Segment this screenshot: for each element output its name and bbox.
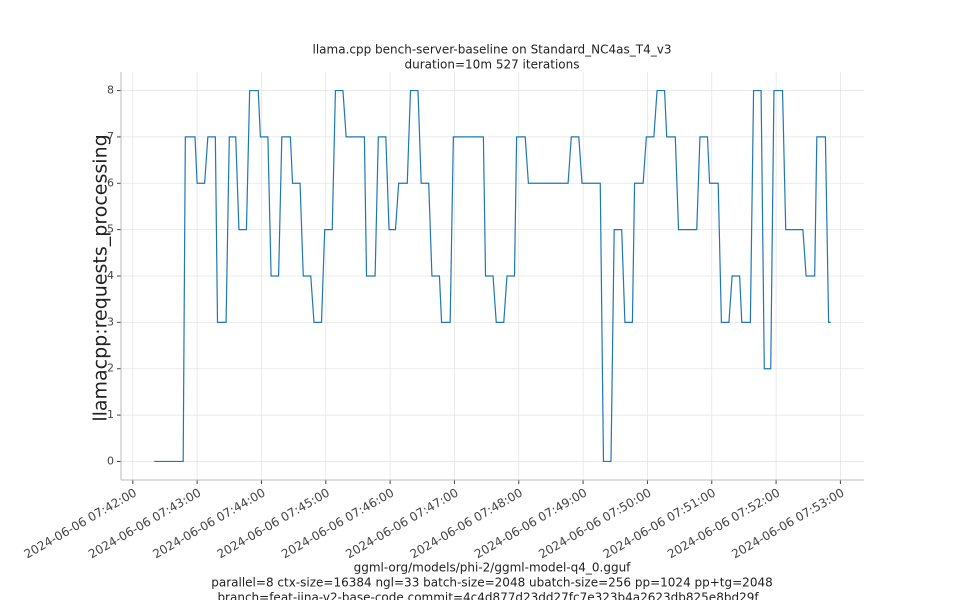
chart-title: llama.cpp bench-server-baseline on Stand… — [313, 43, 672, 57]
y-tick-label: 7 — [107, 130, 114, 143]
x-axis-label: ggml-org/models/phi-2/ggml-model-q4_0.gg… — [354, 561, 632, 575]
x-tick-label: 2024-06-06 07:53:00 — [729, 486, 846, 562]
y-tick-label: 2 — [107, 362, 114, 375]
x-tick-label: 2024-06-06 07:45:00 — [215, 486, 332, 562]
x-tick-label: 2024-06-06 07:47:00 — [343, 486, 460, 562]
x-tick-label: 2024-06-06 07:42:00 — [22, 486, 139, 562]
x-tick-label: 2024-06-06 07:43:00 — [86, 486, 203, 562]
x-axis-label: parallel=8 ctx-size=16384 ngl=33 batch-s… — [211, 576, 772, 590]
x-tick-label: 2024-06-06 07:50:00 — [536, 486, 653, 562]
x-tick-label: 2024-06-06 07:46:00 — [279, 486, 396, 562]
x-tick-label: 2024-06-06 07:51:00 — [601, 486, 718, 562]
y-tick-label: 8 — [107, 84, 114, 97]
y-tick-label: 0 — [107, 454, 114, 467]
y-tick-label: 1 — [107, 408, 114, 421]
y-tick-label: 6 — [107, 176, 114, 189]
line — [154, 89, 831, 463]
x-tick-label: 2024-06-06 07:44:00 — [150, 486, 267, 562]
x-axis-label: branch=feat-jina-v2-base-code commit=4c4… — [217, 591, 759, 600]
y-tick-label: 5 — [107, 223, 114, 236]
x-tick-label: 2024-06-06 07:49:00 — [472, 486, 589, 562]
x-tick-label: 2024-06-06 07:48:00 — [408, 486, 525, 562]
x-tick-label: 2024-06-06 07:52:00 — [665, 486, 782, 562]
y-axis-label: llamacpp:requests_processing — [90, 134, 112, 421]
y-tick-label: 4 — [107, 269, 114, 282]
y-tick-label: 3 — [107, 315, 114, 328]
chart-subtitle: duration=10m 527 iterations — [405, 58, 580, 72]
